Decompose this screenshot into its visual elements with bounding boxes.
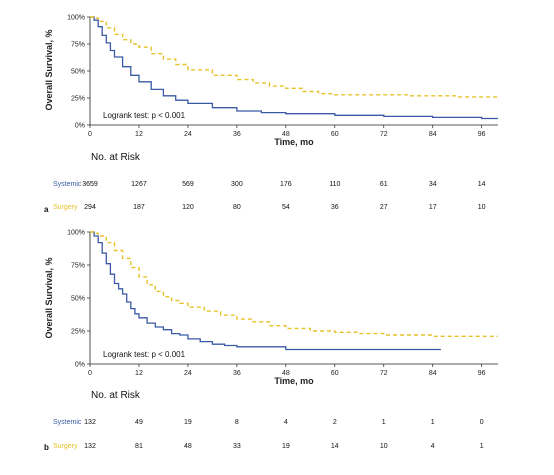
y-tick-label: 75% (71, 263, 85, 270)
risk-value: 2 (333, 419, 337, 426)
logrank-annotation: Logrank test: p < 0.001 (103, 350, 186, 359)
risk-value: 14 (331, 443, 339, 450)
x-tick-label: 24 (184, 131, 192, 138)
risk-value: 19 (282, 443, 290, 450)
series-line-surgery (90, 231, 498, 337)
risk-value: 1 (382, 419, 386, 426)
x-tick-label: 84 (429, 131, 437, 138)
x-tick-label: 60 (331, 370, 339, 377)
risk-value: 34 (429, 181, 437, 188)
risk-value: 1 (431, 419, 435, 426)
y-tick-label: 0% (75, 362, 85, 369)
risk-value: 3659 (82, 181, 98, 188)
x-tick-label: 24 (184, 370, 192, 377)
x-tick-label: 72 (380, 131, 388, 138)
risk-value: 36 (331, 204, 339, 211)
x-tick-label: 48 (282, 370, 290, 377)
y-tick-label: 50% (71, 69, 85, 76)
risk-value: 33 (233, 443, 241, 450)
risk-value: 27 (380, 204, 388, 211)
risk-value: 61 (380, 181, 388, 188)
series-line-systemic (90, 16, 498, 120)
risk-value: 4 (431, 443, 435, 450)
x-tick-label: 36 (233, 131, 241, 138)
risk-value: 300 (231, 181, 243, 188)
risk-value: 81 (135, 443, 143, 450)
risk-value: 17 (429, 204, 437, 211)
risk-value: 132 (84, 443, 96, 450)
chart-panel-a: 0% 25% 50% 75% 100% 0 12 24 36 48 60 72 84 96 Time, mo… (44, 15, 499, 214)
x-tick-label: 12 (135, 131, 143, 138)
x-tick-label: 12 (135, 370, 143, 377)
risk-row-label-systemic: Systemic (53, 419, 82, 426)
panel-letter: b (44, 443, 49, 452)
y-tick-label: 100% (67, 15, 85, 22)
risk-value: 14 (478, 181, 486, 188)
x-tick-label: 0 (88, 131, 92, 138)
y-axis-title: Overall Survival, % (44, 257, 54, 338)
risk-value: 569 (182, 181, 194, 188)
x-tick-label: 0 (88, 370, 92, 377)
risk-value: 80 (233, 204, 241, 211)
risk-value: 48 (184, 443, 192, 450)
risk-value: 4 (284, 419, 288, 426)
x-axis-title: Time, mo (274, 137, 314, 147)
risk-value: 294 (84, 204, 96, 211)
y-tick-label: 100% (67, 230, 85, 237)
risk-row-label-surgery: Surgery (53, 204, 78, 211)
risk-value: 1 (480, 443, 484, 450)
risk-table-title: No. at Risk (91, 152, 141, 163)
risk-value: 10 (380, 443, 388, 450)
series-line-systemic (90, 231, 441, 351)
y-tick-label: 0% (75, 123, 85, 130)
risk-value: 132 (84, 419, 96, 426)
series-line-surgery (90, 16, 499, 100)
risk-value: 8 (235, 419, 239, 426)
logrank-annotation: Logrank test: p < 0.001 (103, 111, 186, 120)
risk-value: 54 (282, 204, 290, 211)
panel-letter: a (44, 205, 49, 214)
x-tick-label: 48 (282, 131, 290, 138)
risk-row-label-surgery: Surgery (53, 443, 78, 450)
x-tick-label: 96 (478, 370, 486, 377)
risk-value: 110 (329, 181, 340, 188)
risk-value: 49 (135, 419, 143, 426)
y-tick-label: 25% (71, 96, 85, 103)
x-tick-label: 72 (380, 370, 388, 377)
y-axis-title: Overall Survival, % (44, 29, 54, 110)
risk-value: 176 (280, 181, 292, 188)
x-tick-label: 60 (331, 131, 339, 138)
y-tick-label: 25% (71, 329, 85, 336)
x-tick-label: 84 (429, 370, 437, 377)
risk-row-label-systemic: Systemic (53, 181, 82, 188)
y-tick-label: 75% (71, 42, 85, 49)
risk-table-title: No. at Risk (91, 390, 141, 401)
y-tick-label: 50% (71, 296, 85, 303)
risk-value: 10 (478, 204, 486, 211)
x-tick-label: 96 (478, 131, 486, 138)
risk-value: 1267 (131, 181, 147, 188)
risk-value: 120 (182, 204, 194, 211)
risk-value: 0 (480, 419, 484, 426)
x-tick-label: 36 (233, 370, 241, 377)
x-axis-title: Time, mo (274, 376, 314, 386)
risk-value: 187 (133, 204, 145, 211)
risk-value: 19 (184, 419, 192, 426)
